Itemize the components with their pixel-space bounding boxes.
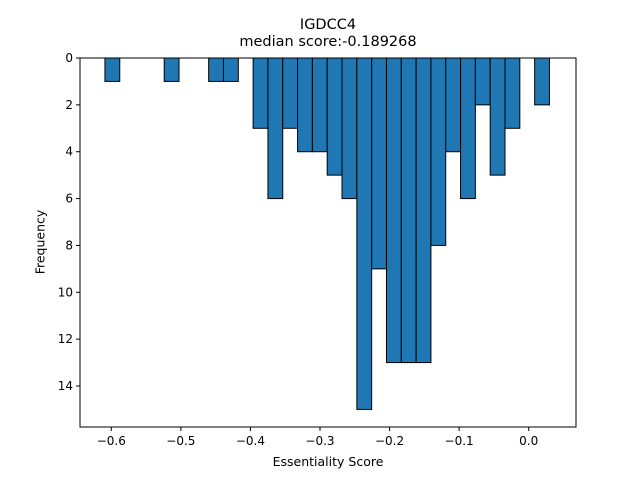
histogram-bar (104, 57, 121, 82)
y-tick-label: 2 (65, 98, 73, 112)
x-tick-label: −0.3 (305, 434, 334, 448)
histogram-bar (282, 57, 299, 129)
histogram-bar (504, 57, 521, 129)
x-tick-label: −0.1 (445, 434, 474, 448)
histogram-bar (430, 57, 447, 246)
histogram-bar (460, 57, 476, 200)
x-tick-label: −0.6 (97, 434, 126, 448)
y-tick-label: 10 (58, 285, 73, 299)
histogram-bar (489, 57, 506, 176)
y-tick-label: 0 (65, 51, 73, 65)
histogram-bar (341, 57, 358, 200)
y-tick-label: 12 (58, 332, 73, 346)
histogram-bar (208, 57, 224, 82)
histogram-bar (474, 57, 491, 106)
y-axis-label: Frequency (32, 209, 48, 275)
chart-title: IGDCC4 (299, 17, 357, 33)
histogram-bar (267, 57, 284, 200)
histogram-bar (371, 57, 387, 270)
histogram-bar (445, 57, 462, 153)
histogram-bar (400, 57, 417, 364)
bars-group (104, 57, 550, 410)
x-tick-label: −0.5 (166, 434, 195, 448)
y-tick-label: 4 (65, 145, 73, 159)
x-tick-label: −0.2 (375, 434, 404, 448)
x-axis-ticks: −0.6 −0.5 −0.4 −0.3 −0.2 −0.1 0.0 (97, 427, 538, 448)
x-axis-label: Essentiality Score (272, 454, 384, 469)
histogram-bar (297, 57, 313, 153)
y-axis-ticks: 0 2 4 6 8 10 12 14 (58, 51, 80, 393)
histogram-bar (534, 57, 550, 106)
histogram-bar (252, 57, 269, 129)
histogram-bar (415, 57, 432, 364)
histogram-bar (385, 57, 402, 364)
y-tick-label: 6 (65, 192, 73, 206)
histogram-bar (163, 57, 180, 82)
histogram-bar (356, 57, 373, 410)
histogram-bar (222, 57, 239, 82)
x-tick-label: 0.0 (519, 434, 538, 448)
y-tick-label: 14 (58, 379, 73, 393)
y-tick-label: 8 (65, 238, 73, 252)
histogram-bar (311, 57, 328, 153)
axes-frame (79, 57, 577, 428)
x-tick-label: −0.4 (236, 434, 265, 448)
chart-subtitle: median score:-0.189268 (239, 34, 417, 50)
histogram-bar (326, 57, 343, 176)
